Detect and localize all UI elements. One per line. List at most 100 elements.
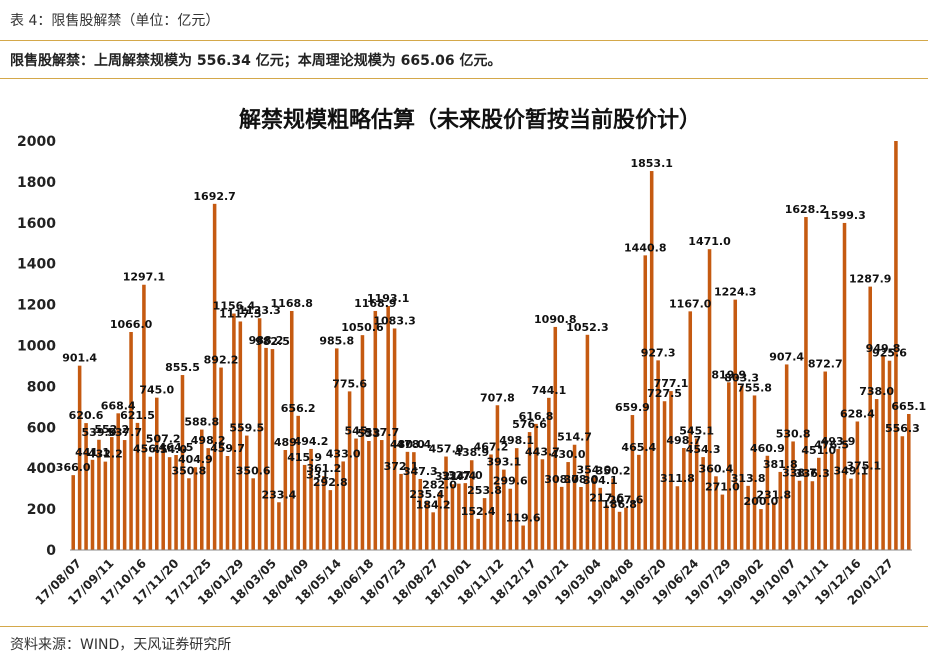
data-label: 855.5 <box>165 361 200 374</box>
data-label: 441.1 <box>75 446 110 459</box>
bar <box>662 401 667 550</box>
data-label: 1090.8 <box>534 313 576 326</box>
data-label: 552.2 <box>94 423 129 436</box>
bar <box>232 313 236 550</box>
data-label: 1052.3 <box>566 321 608 334</box>
data-label: 324.4 <box>441 470 476 483</box>
data-label: 744.1 <box>531 384 566 397</box>
bar <box>296 415 300 550</box>
data-label: 588.8 <box>184 416 219 429</box>
bar <box>547 397 551 550</box>
data-label: 493.9 <box>821 435 856 448</box>
y-tick-label: 400 <box>27 461 56 477</box>
data-label: 533 <box>357 427 380 440</box>
data-label: 347.3 <box>403 465 438 478</box>
bar <box>521 525 525 550</box>
data-label: 530.8 <box>776 427 811 440</box>
data-label: 271.0 <box>705 481 740 494</box>
data-label: 507.2 <box>146 432 181 445</box>
data-label: 349.1 <box>834 465 869 478</box>
bar <box>148 456 153 550</box>
data-label: 1853.1 <box>630 157 672 170</box>
bar <box>457 483 461 550</box>
bar <box>289 310 294 550</box>
data-label: 745.0 <box>139 384 174 397</box>
data-label: 415.9 <box>287 451 322 464</box>
bar <box>746 485 750 550</box>
bar <box>244 435 249 550</box>
bars-group <box>71 141 911 551</box>
bar <box>193 467 198 550</box>
bar <box>714 476 718 550</box>
top-divider <box>0 40 928 41</box>
bar <box>540 459 545 550</box>
data-label: 217.6 <box>589 492 624 505</box>
bar <box>784 364 789 550</box>
bar <box>675 486 680 550</box>
data-label: 459.7 <box>210 442 245 455</box>
data-label: 467.2 <box>474 440 509 453</box>
data-label: 331 <box>306 468 329 481</box>
data-label: 308.0 <box>564 473 599 486</box>
summary-text: 限售股解禁：上周解禁规模为 556.34 亿元；本周理论规模为 665.06 亿… <box>10 53 502 69</box>
bar <box>264 347 268 550</box>
bar <box>122 440 127 550</box>
bar <box>894 141 898 550</box>
bar <box>161 446 165 550</box>
data-label: 775.6 <box>332 377 367 390</box>
footer-divider <box>0 626 928 627</box>
bar <box>688 311 693 550</box>
bar <box>174 455 178 550</box>
bar <box>727 382 731 550</box>
bar <box>669 391 673 550</box>
bar <box>405 451 410 550</box>
data-label: 433.0 <box>326 447 361 460</box>
bar <box>868 286 872 550</box>
bar <box>617 511 622 550</box>
bar <box>694 438 699 550</box>
y-tick-label: 0 <box>46 543 56 559</box>
data-label: 556.3 <box>885 422 920 435</box>
data-label: 1168.9 <box>354 297 396 310</box>
data-label: 119.6 <box>506 512 541 525</box>
bar <box>200 429 204 550</box>
bar <box>637 454 641 550</box>
data-label: 539.0 <box>82 426 117 439</box>
bar <box>817 457 821 550</box>
bar <box>347 391 352 550</box>
bar <box>733 299 738 550</box>
bar <box>791 441 795 550</box>
data-label: 537.7 <box>364 426 399 439</box>
y-tick-label: 200 <box>27 502 56 518</box>
data-label: 432.2 <box>88 448 123 461</box>
bar <box>341 461 345 550</box>
y-tick-label: 1400 <box>17 257 56 273</box>
data-label: 438.9 <box>454 446 489 459</box>
bar <box>874 399 879 550</box>
data-label: 537.7 <box>107 426 142 439</box>
data-label: 1117.5 <box>219 307 261 320</box>
data-label: 1050.6 <box>341 321 384 334</box>
bar <box>469 460 474 550</box>
bar <box>360 335 365 550</box>
y-tick-label: 800 <box>27 379 56 395</box>
data-label: 253.8 <box>467 484 502 497</box>
bar <box>656 360 660 550</box>
data-label: 308.7 <box>544 473 579 486</box>
data-label: 381.8 <box>763 458 798 471</box>
data-label: 304.1 <box>583 474 618 487</box>
data-label: 803.3 <box>724 372 759 385</box>
bar <box>367 441 371 550</box>
data-label: 454.0 <box>152 443 187 456</box>
data-label: 489 <box>274 436 297 449</box>
bar <box>823 371 827 550</box>
data-label: 233.4 <box>261 488 296 501</box>
data-label: 456.1 <box>133 443 168 456</box>
data-labels-group: 366.0 901.4 620.6 441.1 539.0 432.2 552.2 668.4… <box>56 157 926 525</box>
bar <box>219 367 223 550</box>
bar <box>206 448 210 550</box>
data-label: 184.2 <box>416 498 451 511</box>
bar <box>900 436 905 550</box>
data-label: 665.1 <box>891 400 926 413</box>
y-tick-label: 1600 <box>17 216 56 232</box>
